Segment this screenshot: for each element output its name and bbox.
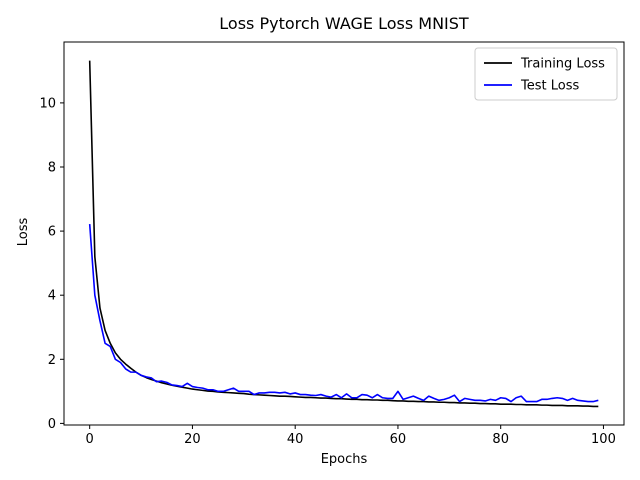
y-tick-label: 0 (48, 417, 56, 432)
x-tick-label: 60 (390, 432, 407, 447)
x-tick-label: 40 (287, 432, 304, 447)
y-tick-label: 6 (48, 225, 56, 240)
y-axis-ticks: 0 2 4 6 8 10 (39, 96, 64, 432)
x-tick-label: 80 (492, 432, 509, 447)
y-tick-label: 8 (48, 160, 56, 175)
y-tick-label: 4 (48, 289, 56, 304)
legend-label-training-loss: Training Loss (520, 57, 605, 72)
legend-box (474, 47, 618, 101)
x-axis-label: Epochs (321, 452, 368, 467)
x-tick-label: 0 (86, 432, 94, 447)
y-tick-label: 10 (39, 96, 56, 111)
series-line-test-loss (88, 223, 599, 403)
y-axis-label: Loss (16, 218, 31, 247)
x-axis-ticks: 0 20 40 60 80 100 (86, 425, 616, 447)
chart-title: Loss Pytorch WAGE Loss MNIST (219, 14, 469, 33)
x-tick-label: 100 (591, 432, 616, 447)
y-tick-label: 2 (48, 353, 56, 368)
x-tick-label: 20 (184, 432, 201, 447)
series-line-training-loss (88, 60, 599, 408)
legend: Training Loss Test Loss (474, 47, 618, 101)
plot-area (63, 41, 625, 426)
legend-label-test-loss: Test Loss (520, 79, 579, 94)
plot-frame (63, 41, 625, 426)
